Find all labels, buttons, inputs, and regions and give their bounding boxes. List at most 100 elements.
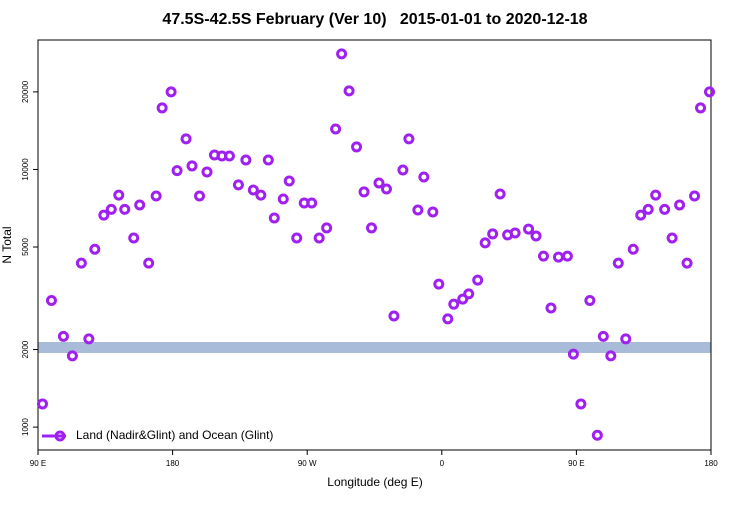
y-axis-label: N Total — [0, 226, 14, 263]
data-point — [427, 206, 439, 218]
data-point — [442, 313, 454, 325]
data-point — [591, 429, 603, 441]
data-point — [283, 175, 295, 187]
data-point — [57, 330, 69, 342]
data-point — [113, 189, 125, 201]
data-point — [666, 232, 678, 244]
legend-marker — [54, 430, 66, 442]
data-point — [487, 228, 499, 240]
y-tick-label: 1000 — [21, 418, 30, 436]
data-point — [36, 398, 48, 410]
data-point — [635, 209, 647, 221]
data-point — [479, 237, 491, 249]
data-point — [98, 209, 110, 221]
data-point — [659, 203, 671, 215]
data-point — [83, 333, 95, 345]
data-point — [255, 189, 267, 201]
ocean-band — [38, 342, 711, 353]
data-point — [575, 398, 587, 410]
data-point — [262, 154, 274, 166]
data-point — [268, 212, 280, 224]
data-point — [584, 295, 596, 307]
data-point — [330, 123, 342, 135]
data-point — [605, 350, 617, 362]
x-axis-label: Longitude (deg E) — [327, 475, 422, 489]
data-point — [119, 203, 131, 215]
data-point — [704, 86, 716, 98]
x-tick-label: 90 E — [568, 459, 584, 468]
data-point — [545, 302, 557, 314]
data-point — [105, 203, 117, 215]
data-point — [186, 160, 198, 172]
data-point — [530, 230, 542, 242]
x-tick-label: 180 — [166, 459, 180, 468]
x-tick-label: 0 — [440, 459, 445, 468]
data-point — [351, 141, 363, 153]
data-point — [232, 179, 244, 191]
data-point — [201, 166, 213, 178]
y-tick-label: 5000 — [21, 238, 30, 256]
data-point — [650, 189, 662, 201]
data-point — [433, 278, 445, 290]
data-point — [313, 232, 325, 244]
data-point — [343, 85, 355, 97]
data-point — [336, 48, 348, 60]
data-point — [397, 164, 409, 176]
data-point — [380, 183, 392, 195]
data-point — [150, 190, 162, 202]
data-point — [561, 250, 573, 262]
data-point — [388, 310, 400, 322]
data-point — [321, 222, 333, 234]
data-point — [537, 250, 549, 262]
y-tick-label: 2000 — [21, 340, 30, 358]
data-point — [66, 350, 78, 362]
data-point — [194, 190, 206, 202]
data-point — [171, 165, 183, 177]
data-point — [681, 257, 693, 269]
data-point — [567, 348, 579, 360]
legend-label: Land (Nadir&Glint) and Ocean (Glint) — [76, 428, 273, 442]
y-tick-label: 10000 — [21, 158, 30, 181]
y-tick-label: 20000 — [21, 80, 30, 103]
x-tick-label: 180 — [704, 459, 718, 468]
data-point — [75, 257, 87, 269]
data-point — [457, 293, 469, 305]
chart-title: 47.5S-42.5S February (Ver 10) 2015-01-01… — [162, 11, 587, 28]
data-point — [627, 243, 639, 255]
data-point — [89, 243, 101, 255]
data-point — [689, 190, 701, 202]
data-point — [448, 298, 460, 310]
data-point — [180, 133, 192, 145]
data-point — [366, 222, 378, 234]
data-point — [597, 330, 609, 342]
data-point — [695, 102, 707, 114]
data-point — [223, 150, 235, 162]
data-point — [463, 288, 475, 300]
data-point — [247, 184, 259, 196]
data-point — [165, 86, 177, 98]
data-point — [291, 232, 303, 244]
data-point — [373, 177, 385, 189]
data-point — [612, 257, 624, 269]
data-point — [620, 333, 632, 345]
data-point — [240, 154, 252, 166]
data-point — [277, 193, 289, 205]
data-point — [403, 133, 415, 145]
data-point — [642, 203, 654, 215]
data-point — [128, 232, 140, 244]
data-point — [674, 199, 686, 211]
data-point — [156, 102, 168, 114]
data-point — [358, 186, 370, 198]
x-tick-label: 90 E — [30, 459, 46, 468]
data-point — [418, 171, 430, 183]
data-point — [509, 227, 521, 239]
data-point — [412, 204, 424, 216]
data-point — [472, 274, 484, 286]
data-point — [523, 223, 535, 235]
data-point — [494, 188, 506, 200]
data-point — [306, 197, 318, 209]
data-point — [45, 295, 57, 307]
x-tick-label: 90 W — [298, 459, 317, 468]
plot-frame — [37, 39, 712, 451]
